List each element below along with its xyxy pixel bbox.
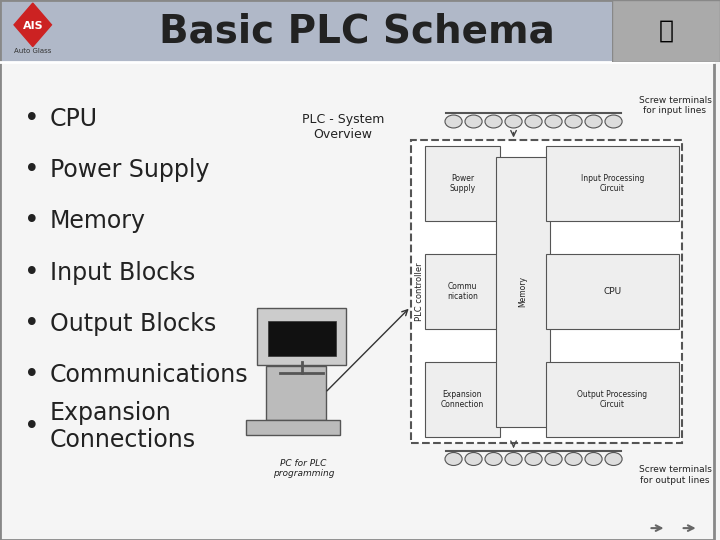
- Text: Screw terminals
for output lines: Screw terminals for output lines: [639, 465, 711, 485]
- Text: Memory: Memory: [518, 276, 528, 307]
- Circle shape: [485, 115, 502, 128]
- Circle shape: [505, 115, 522, 128]
- Text: •: •: [24, 362, 40, 388]
- Text: Auto Glass: Auto Glass: [14, 48, 51, 54]
- FancyBboxPatch shape: [425, 146, 500, 221]
- Text: PLC - System
Overview: PLC - System Overview: [302, 113, 384, 141]
- Text: Memory: Memory: [50, 210, 146, 233]
- Circle shape: [485, 453, 502, 465]
- FancyBboxPatch shape: [410, 140, 682, 443]
- Text: •: •: [24, 260, 40, 286]
- Text: Expansion
Connections: Expansion Connections: [50, 401, 196, 453]
- Circle shape: [445, 453, 462, 465]
- FancyBboxPatch shape: [257, 308, 346, 364]
- Circle shape: [545, 115, 562, 128]
- Circle shape: [465, 115, 482, 128]
- Text: AIS: AIS: [22, 21, 43, 31]
- Text: Input Processing
Circuit: Input Processing Circuit: [581, 174, 644, 193]
- Text: Output Blocks: Output Blocks: [50, 312, 216, 336]
- Text: Power
Supply: Power Supply: [449, 174, 475, 193]
- Text: •: •: [24, 208, 40, 234]
- FancyBboxPatch shape: [425, 254, 500, 329]
- Text: PLC controller: PLC controller: [415, 262, 424, 321]
- Circle shape: [465, 453, 482, 465]
- FancyBboxPatch shape: [266, 366, 326, 420]
- Text: Output Processing
Circuit: Output Processing Circuit: [577, 390, 647, 409]
- FancyBboxPatch shape: [268, 321, 336, 356]
- Text: Screw terminals
for input lines: Screw terminals for input lines: [639, 96, 711, 115]
- FancyBboxPatch shape: [546, 254, 678, 329]
- Circle shape: [525, 453, 542, 465]
- Circle shape: [525, 115, 542, 128]
- Text: Basic PLC Schema: Basic PLC Schema: [159, 12, 555, 50]
- FancyBboxPatch shape: [425, 362, 500, 437]
- FancyBboxPatch shape: [496, 157, 550, 427]
- Text: PC for PLC
programming: PC for PLC programming: [273, 459, 334, 478]
- Text: Commu
nication: Commu nication: [447, 282, 478, 301]
- Text: •: •: [24, 311, 40, 337]
- Circle shape: [605, 115, 622, 128]
- Polygon shape: [14, 3, 52, 46]
- Circle shape: [545, 453, 562, 465]
- Text: •: •: [24, 157, 40, 183]
- Circle shape: [585, 453, 602, 465]
- Circle shape: [445, 115, 462, 128]
- FancyBboxPatch shape: [546, 362, 678, 437]
- Text: CPU: CPU: [603, 287, 621, 296]
- Circle shape: [605, 453, 622, 465]
- Circle shape: [585, 115, 602, 128]
- FancyBboxPatch shape: [0, 0, 714, 62]
- Circle shape: [565, 115, 582, 128]
- Text: •: •: [24, 414, 40, 440]
- Text: Input Blocks: Input Blocks: [50, 261, 195, 285]
- Circle shape: [565, 453, 582, 465]
- Text: Communications: Communications: [50, 363, 248, 387]
- Text: 👷: 👷: [659, 19, 673, 43]
- Circle shape: [505, 453, 522, 465]
- Text: CPU: CPU: [50, 107, 98, 131]
- FancyBboxPatch shape: [546, 146, 678, 221]
- Text: Expansion
Connection: Expansion Connection: [441, 390, 484, 409]
- FancyBboxPatch shape: [246, 420, 340, 435]
- Text: •: •: [24, 106, 40, 132]
- Text: Power Supply: Power Supply: [50, 158, 210, 182]
